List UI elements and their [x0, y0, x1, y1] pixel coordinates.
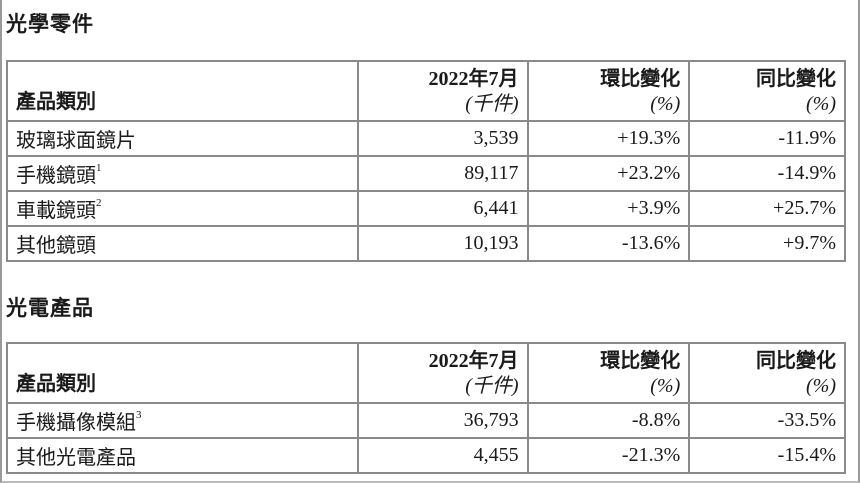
- cell-yoy: +9.7%: [688, 225, 846, 262]
- cell-yoy: +25.7%: [688, 190, 846, 227]
- table-row: 其他光電產品 4,455 -21.3% -15.4%: [6, 437, 846, 474]
- table-row: 玻璃球面鏡片 3,539 +19.3% -11.9%: [6, 120, 846, 157]
- table-row: 手機攝像模組3 36,793 -8.8% -33.5%: [6, 402, 846, 439]
- cell-category: 車載鏡頭2: [6, 190, 359, 227]
- optoelectronic-products-table: 產品類別 2022年7月 (千件) 環比變化 (%) 同比變化 (%) 手機攝像模組3…: [6, 342, 846, 474]
- cell-mom: +19.3%: [526, 120, 691, 157]
- cell-yoy: -11.9%: [688, 120, 846, 157]
- header-category: 產品類別: [6, 60, 359, 122]
- table-header-row: 產品類別 2022年7月 (千件) 環比變化 (%) 同比變化 (%): [6, 342, 846, 404]
- cell-mom: -8.8%: [526, 402, 691, 439]
- header-category: 產品類別: [6, 342, 359, 404]
- cell-yoy: -14.9%: [688, 155, 846, 192]
- cell-mom: -13.6%: [526, 225, 691, 262]
- header-volume: 2022年7月 (千件): [356, 342, 529, 404]
- cell-volume: 4,455: [356, 437, 529, 474]
- cell-category: 玻璃球面鏡片: [6, 120, 359, 157]
- cell-category: 其他光電產品: [6, 437, 359, 474]
- optical-components-table: 產品類別 2022年7月 (千件) 環比變化 (%) 同比變化 (%) 玻璃球面鏡片 …: [6, 60, 846, 262]
- cell-mom: +3.9%: [526, 190, 691, 227]
- cell-category: 手機鏡頭1: [6, 155, 359, 192]
- cell-category: 手機攝像模組3: [6, 402, 359, 439]
- header-yoy: 同比變化 (%): [688, 342, 846, 404]
- cell-mom: -21.3%: [526, 437, 691, 474]
- section-title-optical-components: 光學零件: [6, 12, 94, 36]
- cell-volume: 10,193: [356, 225, 529, 262]
- cell-volume: 6,441: [356, 190, 529, 227]
- header-volume: 2022年7月 (千件): [356, 60, 529, 122]
- table-row: 手機鏡頭1 89,117 +23.2% -14.9%: [6, 155, 846, 192]
- cell-mom: +23.2%: [526, 155, 691, 192]
- section-title-optoelectronic-products: 光電產品: [6, 296, 94, 320]
- cell-yoy: -33.5%: [688, 402, 846, 439]
- cell-volume: 3,539: [356, 120, 529, 157]
- header-mom: 環比變化 (%): [526, 342, 691, 404]
- header-yoy: 同比變化 (%): [688, 60, 846, 122]
- cell-yoy: -15.4%: [688, 437, 846, 474]
- table-header-row: 產品類別 2022年7月 (千件) 環比變化 (%) 同比變化 (%): [6, 60, 846, 122]
- table-row: 其他鏡頭 10,193 -13.6% +9.7%: [6, 225, 846, 262]
- cell-category: 其他鏡頭: [6, 225, 359, 262]
- header-mom: 環比變化 (%): [526, 60, 691, 122]
- cell-volume: 36,793: [356, 402, 529, 439]
- cell-volume: 89,117: [356, 155, 529, 192]
- table-row: 車載鏡頭2 6,441 +3.9% +25.7%: [6, 190, 846, 227]
